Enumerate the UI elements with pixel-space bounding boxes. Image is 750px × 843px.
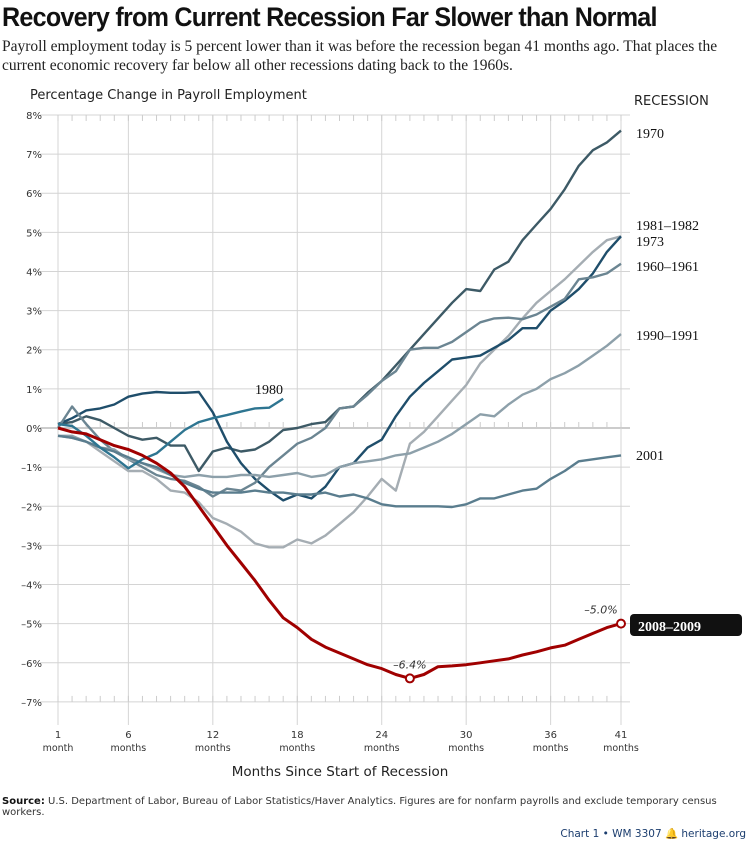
series-label: 1973 xyxy=(636,235,664,250)
series-line-2001 xyxy=(57,434,622,509)
series-label: 2008–2009 xyxy=(638,620,701,635)
y-tick-label: –6% xyxy=(21,659,42,670)
x-tick-label: 6 xyxy=(125,730,131,741)
source-text: U.S. Department of Labor, Bureau of Labo… xyxy=(2,796,717,818)
y-tick-label: –7% xyxy=(21,698,42,709)
chart-title: Recovery from Current Recession Far Slow… xyxy=(2,2,657,32)
x-tick-label: 36 xyxy=(544,730,557,741)
series-label: 2001 xyxy=(636,449,664,464)
y-tick-label: –4% xyxy=(21,581,42,592)
series-line-1970 xyxy=(57,129,622,473)
legend-title: RECESSION xyxy=(634,94,709,109)
y-tick-label: –3% xyxy=(21,541,42,552)
source-label: Source: xyxy=(2,796,45,807)
source-note: Source: U.S. Department of Labor, Bureau… xyxy=(2,796,750,818)
x-tick-label: 12 xyxy=(206,730,219,741)
x-tick-label: 24 xyxy=(375,730,388,741)
annotation-label: –6.4% xyxy=(393,658,426,671)
series-line-1980 xyxy=(57,397,284,470)
y-tick-label: –2% xyxy=(21,502,42,513)
bell-icon: 🔔 xyxy=(664,828,679,840)
y-axis-label: Percentage Change in Payroll Employment xyxy=(30,88,307,103)
y-tick-label: 1% xyxy=(26,385,42,396)
chart-id: Chart 1 • WM 3307 xyxy=(560,828,662,840)
series-label: 1980 xyxy=(255,383,283,398)
y-tick-label: 8% xyxy=(26,111,42,122)
series-label: 1981–1982 xyxy=(636,219,699,234)
x-axis-label: Months Since Start of Recession xyxy=(231,764,449,780)
y-tick-label: 3% xyxy=(26,307,42,318)
x-tick-unit: months xyxy=(603,743,639,754)
x-tick-unit: months xyxy=(195,743,231,754)
y-tick-label: 2% xyxy=(26,346,42,357)
footer: Chart 1 • WM 3307 🔔 heritage.org xyxy=(560,827,746,840)
series-label-badge xyxy=(630,614,742,636)
y-tick-label: 5% xyxy=(26,228,42,239)
x-tick-unit: months xyxy=(533,743,569,754)
chart-subtitle: Payroll employment today is 5 percent lo… xyxy=(2,38,718,74)
y-tick-label: 4% xyxy=(26,267,42,278)
x-tick-label: 41 xyxy=(615,730,628,741)
x-tick-label: 18 xyxy=(291,730,304,741)
annotation-marker xyxy=(404,673,415,684)
series-line-1981–1982 xyxy=(57,235,622,549)
series-label: 1990–1991 xyxy=(636,329,699,344)
y-tick-label: –5% xyxy=(21,620,42,631)
x-tick-unit: months xyxy=(110,743,146,754)
x-tick-unit: months xyxy=(364,743,400,754)
y-tick-label: 6% xyxy=(26,189,42,200)
series-line-1973 xyxy=(57,235,622,502)
annotation-marker xyxy=(616,618,626,629)
series-line-1960–1961 xyxy=(56,262,622,498)
series-label: 1970 xyxy=(636,127,664,142)
y-tick-label: 0% xyxy=(26,424,42,435)
x-tick-unit: months xyxy=(279,743,315,754)
y-tick-label: 7% xyxy=(26,150,42,161)
y-tick-label: –1% xyxy=(21,463,42,474)
x-tick-unit: months xyxy=(448,743,484,754)
series-line-1990–1991 xyxy=(58,333,622,479)
series-label: 1960–1961 xyxy=(636,260,699,275)
series-line-2008–2009 xyxy=(57,426,622,680)
site-link[interactable]: heritage.org xyxy=(681,828,746,840)
annotation-label: –5.0% xyxy=(584,604,617,617)
x-tick-label: 30 xyxy=(460,730,473,741)
x-tick-label: 1 xyxy=(55,730,61,741)
x-tick-unit: month xyxy=(43,743,74,754)
